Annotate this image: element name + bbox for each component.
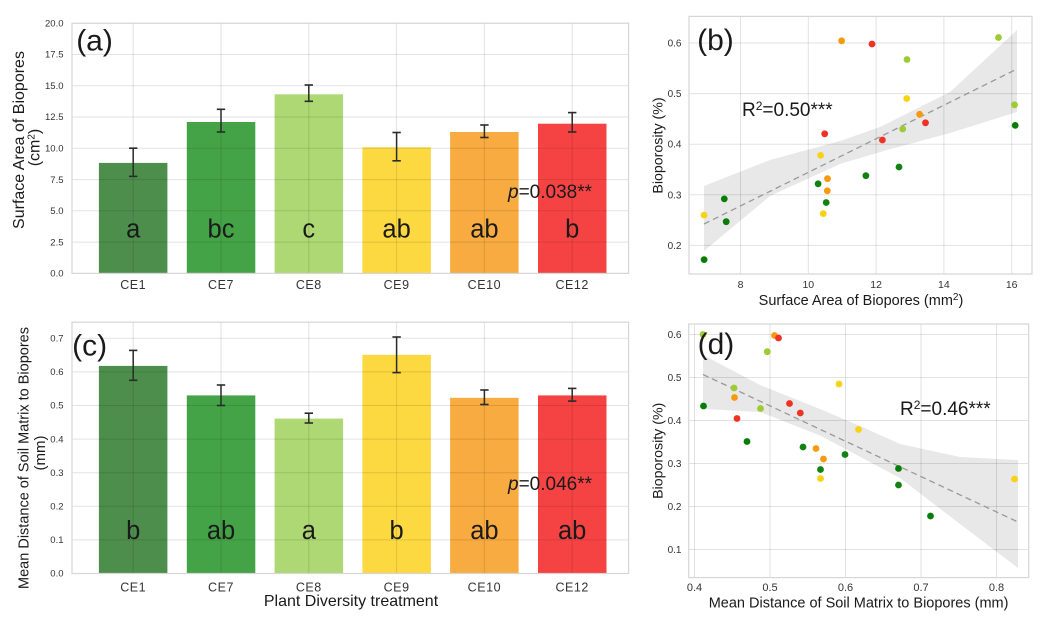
- svg-text:0.4: 0.4: [668, 140, 682, 151]
- svg-text:0.2: 0.2: [668, 502, 682, 513]
- svg-text:7.5: 7.5: [50, 175, 63, 186]
- svg-text:10.0: 10.0: [45, 144, 64, 155]
- svg-text:Bioporosity (%): Bioporosity (%): [650, 403, 666, 499]
- svg-text:0.7: 0.7: [913, 582, 928, 594]
- svg-text:Plant Diversity treatment: Plant Diversity treatment: [264, 593, 439, 610]
- svg-text:Mean Distance of Soil Matrix t: Mean Distance of Soil Matrix to Biopores…: [709, 596, 1009, 612]
- svg-text:Surface Area of Biopores: Surface Area of Biopores: [11, 51, 28, 229]
- svg-text:R2=0.46***: R2=0.46***: [900, 398, 991, 420]
- svg-text:bc: bc: [208, 216, 235, 244]
- svg-text:(d): (d): [698, 328, 735, 361]
- svg-text:17.5: 17.5: [45, 50, 64, 61]
- svg-text:CE8: CE8: [296, 581, 322, 595]
- svg-text:0.3: 0.3: [668, 190, 682, 201]
- svg-text:0.7: 0.7: [50, 334, 63, 345]
- svg-text:CE10: CE10: [468, 278, 501, 292]
- svg-text:b: b: [565, 216, 579, 244]
- svg-text:12: 12: [870, 279, 882, 291]
- svg-text:b: b: [126, 517, 140, 545]
- svg-text:c: c: [302, 216, 315, 244]
- svg-text:0.5: 0.5: [762, 582, 777, 594]
- svg-text:0.8: 0.8: [989, 582, 1004, 594]
- svg-text:10: 10: [802, 279, 814, 291]
- svg-text:20.0: 20.0: [45, 18, 64, 29]
- svg-text:CE1: CE1: [120, 278, 146, 292]
- svg-text:CE1: CE1: [120, 581, 146, 595]
- svg-text:0.3: 0.3: [50, 468, 63, 479]
- svg-text:R2=0.50***: R2=0.50***: [742, 99, 833, 121]
- svg-text:0.0: 0.0: [50, 269, 63, 280]
- svg-text:0.4: 0.4: [687, 582, 702, 594]
- svg-text:5.0: 5.0: [50, 206, 63, 217]
- svg-text:0.2: 0.2: [50, 502, 63, 513]
- svg-text:ab: ab: [207, 517, 235, 545]
- svg-text:CE9: CE9: [384, 278, 410, 292]
- svg-text:CE7: CE7: [208, 581, 234, 595]
- svg-text:0.6: 0.6: [668, 39, 682, 50]
- svg-text:0.0: 0.0: [50, 569, 63, 580]
- svg-text:(c): (c): [72, 330, 107, 363]
- svg-text:ab: ab: [558, 517, 586, 545]
- svg-text:15.0: 15.0: [45, 81, 64, 92]
- svg-text:CE7: CE7: [208, 278, 234, 292]
- svg-text:0.5: 0.5: [668, 373, 682, 384]
- svg-text:0.2: 0.2: [668, 241, 682, 252]
- svg-text:CE10: CE10: [468, 581, 501, 595]
- svg-text:Mean Distance of Soil Matrix t: Mean Distance of Soil Matrix to Biopores: [16, 327, 32, 589]
- svg-text:0.1: 0.1: [50, 535, 63, 546]
- svg-text:2.5: 2.5: [50, 237, 63, 248]
- svg-text:0.6: 0.6: [838, 582, 853, 594]
- svg-text:p=0.046**: p=0.046**: [507, 474, 593, 495]
- svg-text:(b): (b): [697, 24, 734, 57]
- svg-text:0.5: 0.5: [668, 89, 682, 100]
- svg-text:ab: ab: [382, 216, 410, 244]
- svg-text:0.5: 0.5: [50, 401, 63, 412]
- svg-text:b: b: [390, 517, 404, 545]
- svg-text:Bioporosity (%): Bioporosity (%): [650, 97, 666, 193]
- svg-text:CE12: CE12: [555, 278, 588, 292]
- svg-text:p=0.038**: p=0.038**: [507, 182, 593, 203]
- svg-text:(mm): (mm): [32, 436, 49, 471]
- svg-text:ab: ab: [470, 517, 498, 545]
- svg-text:a: a: [302, 517, 317, 545]
- svg-text:12.5: 12.5: [45, 112, 64, 123]
- svg-text:14: 14: [938, 279, 950, 291]
- svg-text:(cm2): (cm2): [27, 129, 44, 167]
- svg-text:Surface Area of Biopores (mm2): Surface Area of Biopores (mm2): [759, 292, 964, 309]
- svg-text:CE9: CE9: [384, 581, 410, 595]
- svg-text:0.4: 0.4: [668, 416, 682, 427]
- svg-text:CE12: CE12: [555, 581, 588, 595]
- svg-text:CE8: CE8: [296, 278, 322, 292]
- svg-text:16: 16: [1006, 279, 1018, 291]
- svg-text:ab: ab: [470, 216, 498, 244]
- svg-text:a: a: [126, 216, 141, 244]
- svg-text:8: 8: [738, 279, 744, 291]
- svg-text:0.6: 0.6: [50, 367, 63, 378]
- svg-text:0.6: 0.6: [668, 330, 682, 341]
- svg-text:0.4: 0.4: [50, 434, 63, 445]
- svg-text:0.1: 0.1: [668, 545, 682, 556]
- svg-text:(a): (a): [76, 25, 113, 58]
- svg-text:0.3: 0.3: [668, 459, 682, 470]
